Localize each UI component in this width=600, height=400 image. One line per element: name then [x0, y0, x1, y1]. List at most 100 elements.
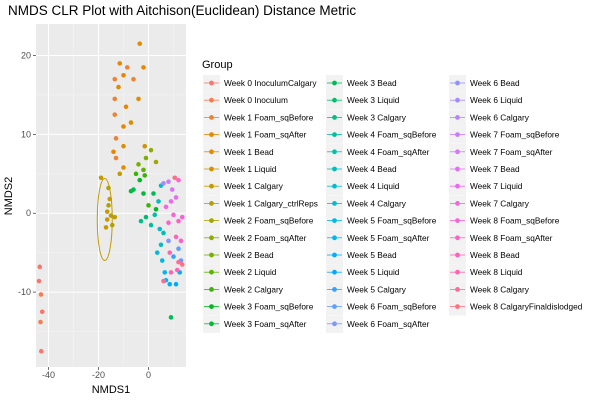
y-axis-ticks: -10 0 10 20	[18, 51, 36, 297]
data-point	[158, 242, 164, 248]
legend-entry-label: Week 1 Foam_sqAfter	[224, 130, 307, 140]
data-point	[123, 104, 129, 110]
legend-entry-label: Week 2 Calgary	[224, 284, 284, 294]
data-point	[117, 61, 123, 66]
legend-entry-label: Week 4 Foam_sqBefore	[347, 130, 437, 140]
data-point	[104, 209, 110, 214]
legend-key-point	[455, 97, 460, 103]
legend-entry-label: Week 5 Foam_sqAfter	[347, 233, 430, 243]
data-point	[136, 162, 141, 167]
legend-entry-label: Week 0 InoculumCalgary	[224, 78, 317, 88]
legend-key-point	[332, 321, 337, 327]
data-point	[106, 185, 111, 191]
data-point	[173, 195, 179, 200]
data-point	[37, 264, 43, 270]
legend-key-point	[332, 97, 337, 103]
data-point	[121, 165, 126, 170]
legend: Group Week 0 InoculumCalgary Week 0 Inocu…	[202, 59, 583, 333]
legend-key-point	[332, 80, 337, 86]
data-point	[128, 188, 134, 194]
chart-title: NMDS CLR Plot with Aitchison(Euclidean) …	[8, 3, 356, 18]
data-point	[36, 278, 42, 284]
legend-key-point	[332, 115, 337, 120]
legend-key-point	[209, 269, 214, 275]
legend-entry-label: Week 5 Foam_sqBefore	[347, 216, 437, 226]
legend-entry-label: Week 2 Liquid	[224, 267, 277, 277]
legend-entry-label: Week 7 Bead	[470, 164, 520, 174]
data-point	[168, 315, 174, 320]
data-point	[166, 238, 171, 244]
data-point	[166, 179, 171, 185]
legend-entry-label: Week 6 Calgary	[470, 112, 530, 122]
data-point	[161, 230, 166, 236]
data-point	[143, 155, 149, 161]
legend-key-point	[332, 304, 337, 309]
data-point	[103, 225, 109, 230]
data-point	[148, 222, 154, 228]
data-point	[113, 136, 119, 141]
legend-entry-label: Week 6 Bead	[470, 78, 520, 88]
legend-key-point	[209, 201, 214, 206]
data-point	[116, 84, 121, 90]
data-point	[173, 281, 179, 287]
data-point	[179, 262, 185, 267]
legend-key-point	[455, 166, 460, 172]
legend-entry-label: Week 5 Calgary	[347, 284, 407, 294]
data-point	[107, 196, 113, 202]
legend-title: Group	[202, 59, 233, 71]
legend-entry-label: Week 3 Foam_sqBefore	[224, 302, 314, 312]
x-axis-ticks: -40 -20 0	[42, 367, 151, 380]
data-point	[112, 96, 118, 102]
data-point	[133, 171, 139, 177]
data-point	[153, 159, 159, 165]
data-point	[121, 72, 126, 78]
legend-key-point	[455, 80, 460, 86]
data-point	[124, 65, 130, 70]
legend-key-point	[332, 218, 337, 224]
data-point	[173, 234, 179, 240]
data-point	[142, 143, 148, 149]
legend-key-point	[209, 97, 214, 103]
x-axis-title: NMDS1	[92, 384, 131, 396]
data-point	[39, 309, 45, 315]
data-point	[153, 206, 159, 212]
legend-key-point	[209, 80, 214, 86]
data-point	[112, 76, 118, 82]
legend-entry-label: Week 1 Calgary_ctrlReps	[224, 198, 318, 208]
legend-entry-label: Week 4 Bead	[347, 164, 397, 174]
data-point	[178, 238, 184, 244]
data-point	[106, 203, 111, 208]
data-point	[168, 270, 174, 275]
data-point	[176, 218, 181, 224]
legend-entry-label: Week 8 Bead	[470, 250, 520, 260]
data-point	[117, 171, 123, 177]
legend-entry-label: Week 7 Foam_sqBefore	[470, 130, 560, 140]
legend-entry-label: Week 5 Bead	[347, 250, 397, 260]
data-point	[172, 175, 178, 181]
legend-key-point	[332, 132, 337, 138]
legend-entry-label: Week 4 Calgary	[347, 198, 407, 208]
legend-entry-label: Week 7 Foam_sqAfter	[470, 147, 553, 157]
data-point	[104, 217, 110, 222]
legend-key-point	[332, 235, 337, 241]
legend-entry-label: Week 8 Liquid	[470, 267, 523, 277]
data-point	[176, 246, 181, 252]
legend-key-point	[455, 269, 460, 275]
legend-key-point	[209, 132, 214, 138]
data-point	[112, 112, 118, 117]
legend-key-point	[209, 252, 214, 258]
legend-key-point	[455, 304, 460, 309]
data-point	[161, 180, 166, 186]
legend-entry-label: Week 1 Calgary	[224, 181, 284, 191]
y-tick-label: 0	[26, 208, 31, 218]
legend-key-point	[209, 218, 214, 224]
legend-key-point	[209, 149, 214, 155]
data-point	[38, 292, 44, 297]
legend-key-point	[332, 269, 337, 275]
legend-key-point	[455, 201, 460, 206]
legend-entry-label: Week 6 Foam_sqAfter	[347, 319, 430, 329]
data-point	[171, 254, 176, 259]
legend-entry-label: Week 0 Inoculum	[224, 95, 288, 105]
gridlines	[36, 24, 186, 367]
data-point	[157, 226, 163, 232]
